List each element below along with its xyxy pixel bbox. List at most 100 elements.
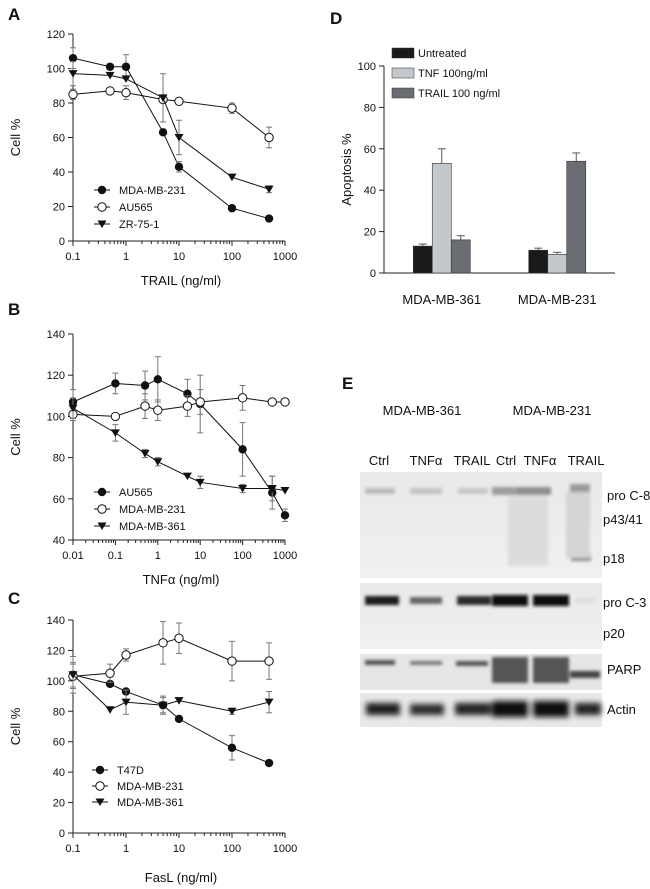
series-line: [72, 674, 270, 764]
legend-label: ZR-75-1: [119, 219, 159, 231]
legend-marker: [97, 522, 107, 530]
data-point: [121, 62, 131, 71]
data-point: [121, 650, 131, 660]
data-point: [153, 405, 163, 415]
x-axis-label: TRAIL (ng/ml): [141, 273, 221, 288]
blot-group-label: MDA-MB-361: [383, 403, 462, 418]
data-point: [105, 71, 115, 80]
legend-marker: [97, 487, 107, 497]
y-tick-label: 120: [47, 370, 65, 382]
blot-lane-label: Ctrl: [496, 453, 516, 468]
legend-label: AU565: [119, 487, 153, 499]
legend-label: MDA-MB-361: [119, 521, 186, 533]
data-point: [121, 87, 131, 98]
y-tick-label: 100: [358, 61, 376, 73]
legend-swatch: [391, 87, 415, 99]
data-point: [174, 96, 184, 106]
data-point: [227, 656, 237, 666]
category-label: MDA-MB-231: [518, 292, 597, 307]
x-tick-label: 0.1: [108, 550, 123, 562]
blot-band-label: p43/41: [603, 512, 643, 527]
series-line: [72, 90, 270, 138]
y-tick-label: 80: [364, 102, 376, 114]
y-tick-label: 20: [53, 202, 65, 214]
data-point: [264, 656, 274, 666]
data-point: [140, 381, 150, 390]
western-blot: MDA-MB-361 MDA-MB-231 Ctrl TNFα TRAIL Ct…: [360, 403, 650, 727]
y-tick-label: 140: [47, 615, 65, 627]
data-point: [174, 633, 184, 643]
series-T47D: [68, 656, 274, 768]
bar: [412, 245, 433, 274]
data-point: [110, 429, 120, 437]
chart-b: 40 60 80 100 120 140 0.01 0.1 1 10 100 1000 TNFα (ng…: [8, 329, 297, 587]
data-point: [140, 401, 150, 411]
series-MDA-MB-231: [68, 47, 274, 223]
y-tick-label: 20: [364, 227, 376, 239]
series-MDA-MB-231: [68, 621, 274, 689]
blot-band-label: pro C-8: [607, 488, 650, 503]
legend-label: MDA-MB-231: [119, 185, 186, 197]
y-tick-label: 100: [47, 64, 65, 76]
blot-lane-label: TRAIL: [454, 453, 491, 468]
data-point: [280, 397, 290, 407]
data-point: [227, 707, 237, 716]
blot-band-label: Actin: [607, 702, 636, 717]
x-tick-label: 1: [155, 550, 161, 562]
data-point: [68, 89, 78, 100]
legend-marker: [97, 185, 107, 195]
x-axis-label: FasL (ng/ml): [145, 870, 217, 885]
y-tick-label: 60: [53, 737, 65, 749]
y-tick-label: 100: [47, 676, 65, 688]
y-tick-label: 80: [53, 98, 65, 110]
blot-lane-label: TRAIL: [568, 453, 605, 468]
data-point: [264, 185, 274, 194]
data-point: [68, 70, 78, 78]
y-tick-label: 80: [53, 453, 65, 465]
series-line: [72, 674, 270, 712]
legend-swatch: [391, 47, 415, 59]
y-tick-label: 120: [47, 29, 65, 41]
x-axis-label: TNFα (ng/ml): [143, 572, 220, 587]
y-tick-label: 40: [53, 167, 65, 179]
data-point: [227, 173, 237, 182]
x-tick-label: 1000: [273, 550, 297, 562]
y-axis-label: Apoptosis %: [339, 133, 354, 206]
data-point: [111, 379, 120, 388]
data-point: [121, 698, 131, 707]
y-tick-label: 80: [53, 706, 65, 718]
data-point: [227, 204, 237, 213]
data-point: [264, 758, 274, 768]
legend-marker: [95, 798, 105, 806]
x-tick-label: 1: [123, 251, 129, 263]
x-tick-label: 10: [173, 251, 185, 263]
series-line: [72, 637, 270, 677]
y-axis-label: Cell %: [8, 418, 23, 456]
data-point: [110, 411, 121, 422]
legend-marker: [97, 220, 107, 228]
bar: [566, 160, 587, 274]
x-tick-label: 100: [223, 843, 241, 855]
series-AU565: [68, 356, 290, 522]
data-point: [140, 449, 150, 458]
legend-label: TNF 100ng/ml: [418, 68, 488, 80]
chart-d: 0 20 40 60 80 100 Apoptosis % MDA-MB-361 MDA-MB-…: [339, 47, 615, 307]
x-tick-label: 10: [173, 843, 185, 855]
series-line: [72, 407, 286, 492]
data-point: [68, 671, 78, 679]
series-ZR-75-1: [68, 61, 274, 194]
legend-label: T47D: [117, 765, 144, 777]
x-tick-label: 0.1: [65, 251, 80, 263]
x-tick-label: 1: [123, 843, 129, 855]
data-point: [105, 706, 115, 714]
panel-letter-b: B: [8, 300, 20, 319]
data-point: [267, 397, 277, 407]
data-point: [153, 458, 163, 466]
data-point: [238, 485, 248, 493]
data-point: [158, 94, 168, 102]
blot-strip-caspase8: [360, 472, 602, 578]
data-point: [195, 478, 205, 487]
data-point: [237, 393, 248, 403]
data-point: [153, 375, 162, 384]
